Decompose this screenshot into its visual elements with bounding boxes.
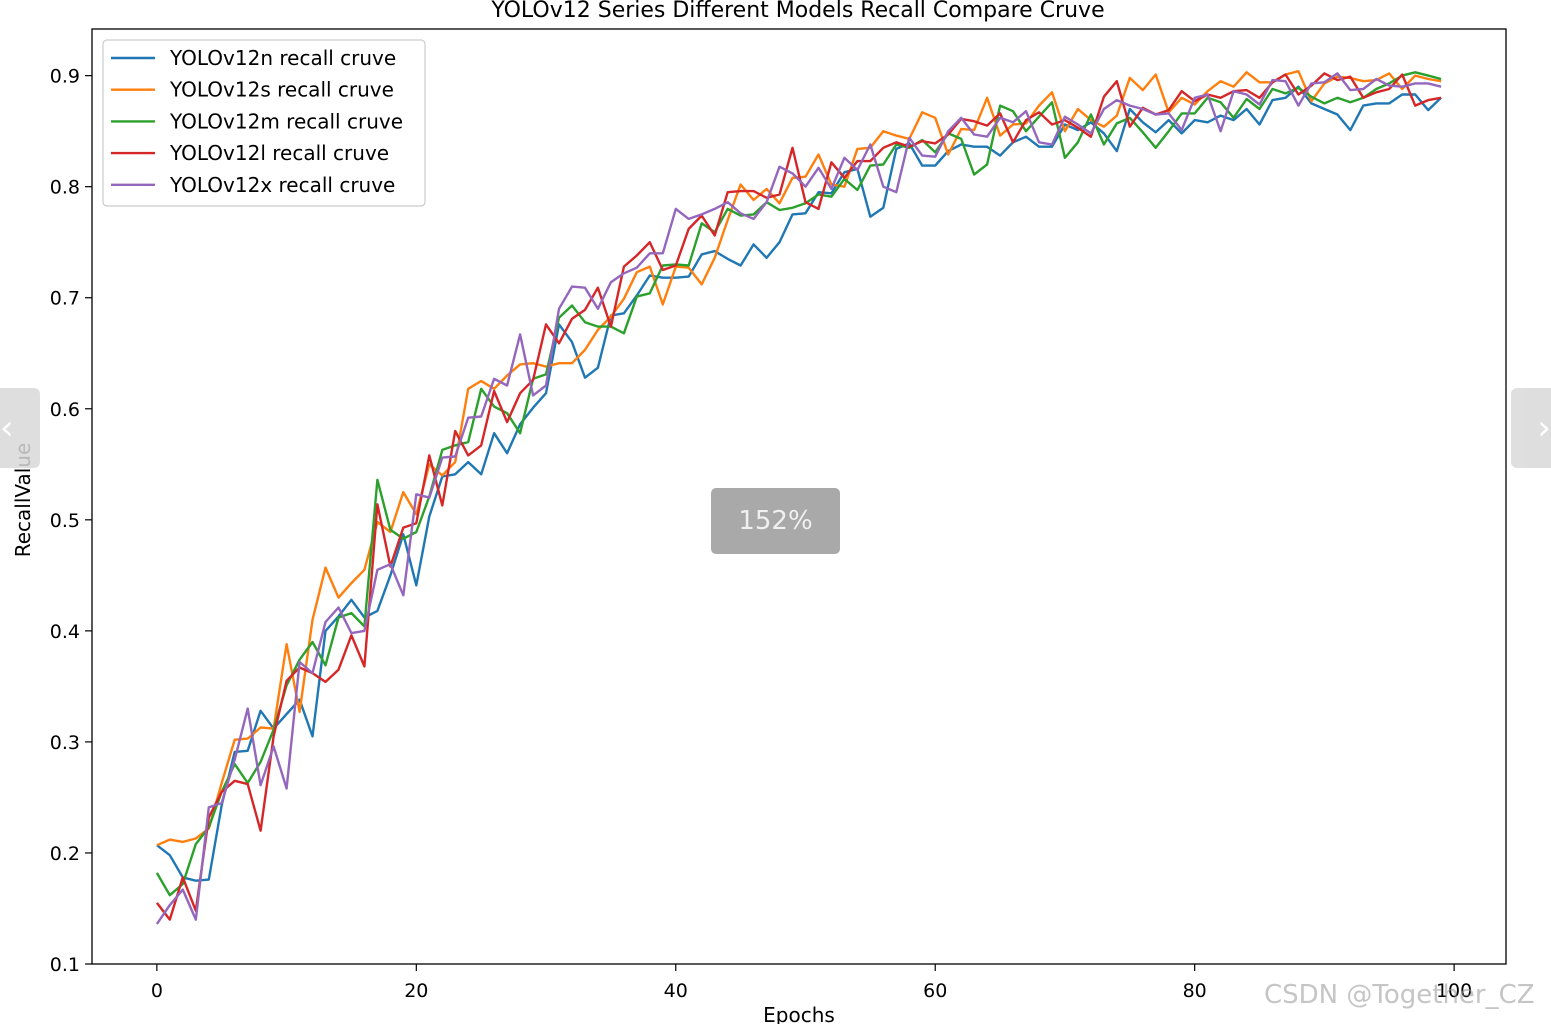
next-image-button[interactable]: ›: [1511, 388, 1551, 468]
legend: YOLOv12n recall cruve YOLOv12s recall cru…: [102, 39, 426, 207]
legend-label-3: YOLOv12m recall cruve: [169, 109, 403, 133]
x-axis: 0 20 40 60 80 100: [151, 964, 1472, 1002]
watermark: CSDN @Together_CZ: [1264, 980, 1535, 1010]
legend-label-2: YOLOv12s recall cruve: [169, 78, 394, 102]
y-tick-label: 0.1: [50, 954, 80, 976]
series-line-1: [156, 85, 1442, 882]
x-tick-label: 60: [923, 980, 947, 1002]
prev-image-button[interactable]: ‹: [0, 388, 40, 468]
series-line-5: [155, 72, 1442, 925]
x-axis-label: Epochs: [763, 1003, 835, 1024]
x-tick-label: 80: [1183, 980, 1207, 1002]
y-tick-label: 0.7: [50, 288, 80, 310]
x-tick-label: 40: [664, 980, 688, 1002]
y-tick-label: 0.9: [50, 66, 80, 88]
chevron-left-icon: ‹: [0, 408, 14, 448]
legend-box: [102, 39, 426, 207]
zoom-level-badge: 152%: [711, 488, 840, 554]
y-tick-label: 0.2: [50, 843, 80, 865]
legend-label-1: YOLOv12n recall cruve: [169, 46, 396, 70]
x-tick-label: 20: [404, 980, 428, 1002]
legend-label-4: YOLOv12l recall cruve: [169, 141, 389, 165]
series-line-4: [155, 72, 1442, 921]
legend-label-5: YOLOv12x recall cruve: [169, 173, 395, 197]
series-lines: [155, 69, 1442, 925]
y-tick-label: 0.6: [50, 399, 80, 421]
y-tick-label: 0.5: [50, 510, 80, 532]
y-tick-label: 0.4: [50, 621, 80, 643]
y-tick-label: 0.8: [50, 177, 80, 199]
chart-title: YOLOv12 Series Different Models Recall C…: [490, 0, 1104, 23]
y-axis: 0.1 0.2 0.3 0.4 0.5 0.6 0.7 0.8 0.9: [50, 66, 92, 976]
chevron-right-icon: ›: [1537, 408, 1551, 448]
y-tick-label: 0.3: [50, 732, 80, 754]
x-tick-label: 0: [151, 980, 163, 1002]
x-tick-label: 100: [1436, 980, 1472, 1002]
